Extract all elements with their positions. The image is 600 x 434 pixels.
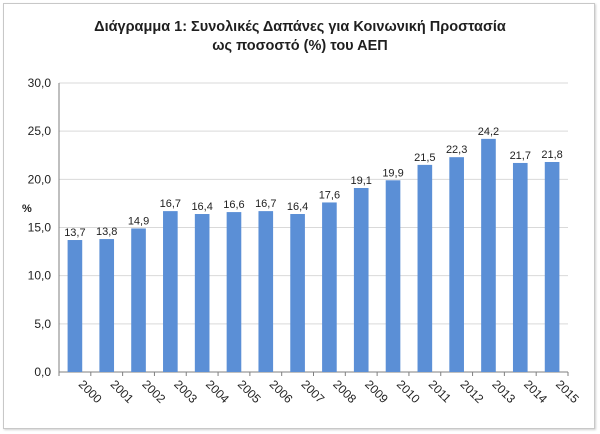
x-tick-label: 2005 xyxy=(235,377,264,406)
chart-title-line1: Διάγραμμα 1: Συνολικές Δαπάνες για Κοινω… xyxy=(94,19,506,35)
bar xyxy=(481,138,496,372)
data-label: 14,9 xyxy=(128,215,149,227)
data-label: 16,4 xyxy=(191,201,212,213)
chart-title: Διάγραμμα 1: Συνολικές Δαπάνες για Κοινω… xyxy=(0,18,600,56)
y-axis-label: % xyxy=(22,203,32,215)
data-label: 16,7 xyxy=(255,198,276,210)
bar xyxy=(322,202,337,372)
x-tick-label: 2015 xyxy=(553,377,582,406)
data-label: 16,7 xyxy=(160,198,181,210)
data-label: 24,2 xyxy=(478,126,499,138)
data-label: 21,7 xyxy=(510,150,531,162)
y-tick-label: 5,0 xyxy=(34,317,51,331)
data-label: 17,6 xyxy=(319,189,340,201)
y-tick-label: 20,0 xyxy=(28,172,52,186)
bar xyxy=(163,211,178,372)
bar xyxy=(385,180,401,372)
y-tick-label: 0,0 xyxy=(34,365,51,379)
x-tick-label: 2000 xyxy=(76,377,105,406)
data-label: 22,3 xyxy=(446,144,467,156)
y-tick-label: 25,0 xyxy=(28,124,52,138)
y-tick-label: 10,0 xyxy=(28,269,52,283)
x-tick-label: 2003 xyxy=(171,377,200,406)
bar xyxy=(353,188,369,372)
y-tick-label: 15,0 xyxy=(28,221,52,235)
bar xyxy=(67,240,83,372)
x-tick-label: 2004 xyxy=(203,377,232,406)
bar xyxy=(99,239,115,372)
bar xyxy=(258,211,274,372)
bar xyxy=(290,214,305,372)
data-label: 16,4 xyxy=(287,201,308,213)
x-tick-label: 2010 xyxy=(394,377,423,406)
data-label: 19,9 xyxy=(382,167,403,179)
data-label: 21,5 xyxy=(414,152,435,164)
x-tick-label: 2008 xyxy=(330,377,359,406)
bar xyxy=(449,157,464,372)
x-tick-label: 2002 xyxy=(139,377,168,406)
y-tick-label: 30,0 xyxy=(28,76,52,90)
bar xyxy=(544,161,560,372)
bar xyxy=(226,212,242,372)
x-tick-label: 2009 xyxy=(362,377,391,406)
data-label: 16,6 xyxy=(223,199,244,211)
data-label: 19,1 xyxy=(351,175,372,187)
bar xyxy=(512,162,528,372)
chart-title-line2: ως ποσοστό (%) του ΑΕΠ xyxy=(212,38,388,54)
x-tick-label: 2014 xyxy=(521,377,550,406)
x-tick-label: 2001 xyxy=(108,377,137,406)
data-label: 21,8 xyxy=(541,149,562,161)
x-tick-label: 2007 xyxy=(298,377,327,406)
x-tick-label: 2012 xyxy=(458,377,487,406)
x-tick-label: 2013 xyxy=(489,377,518,406)
data-label: 13,7 xyxy=(64,227,85,239)
bar xyxy=(194,214,210,372)
bar xyxy=(131,228,146,372)
data-label: 13,8 xyxy=(96,226,117,238)
x-tick-label: 2011 xyxy=(426,377,454,405)
bar xyxy=(417,164,433,372)
x-tick-label: 2006 xyxy=(267,377,296,406)
